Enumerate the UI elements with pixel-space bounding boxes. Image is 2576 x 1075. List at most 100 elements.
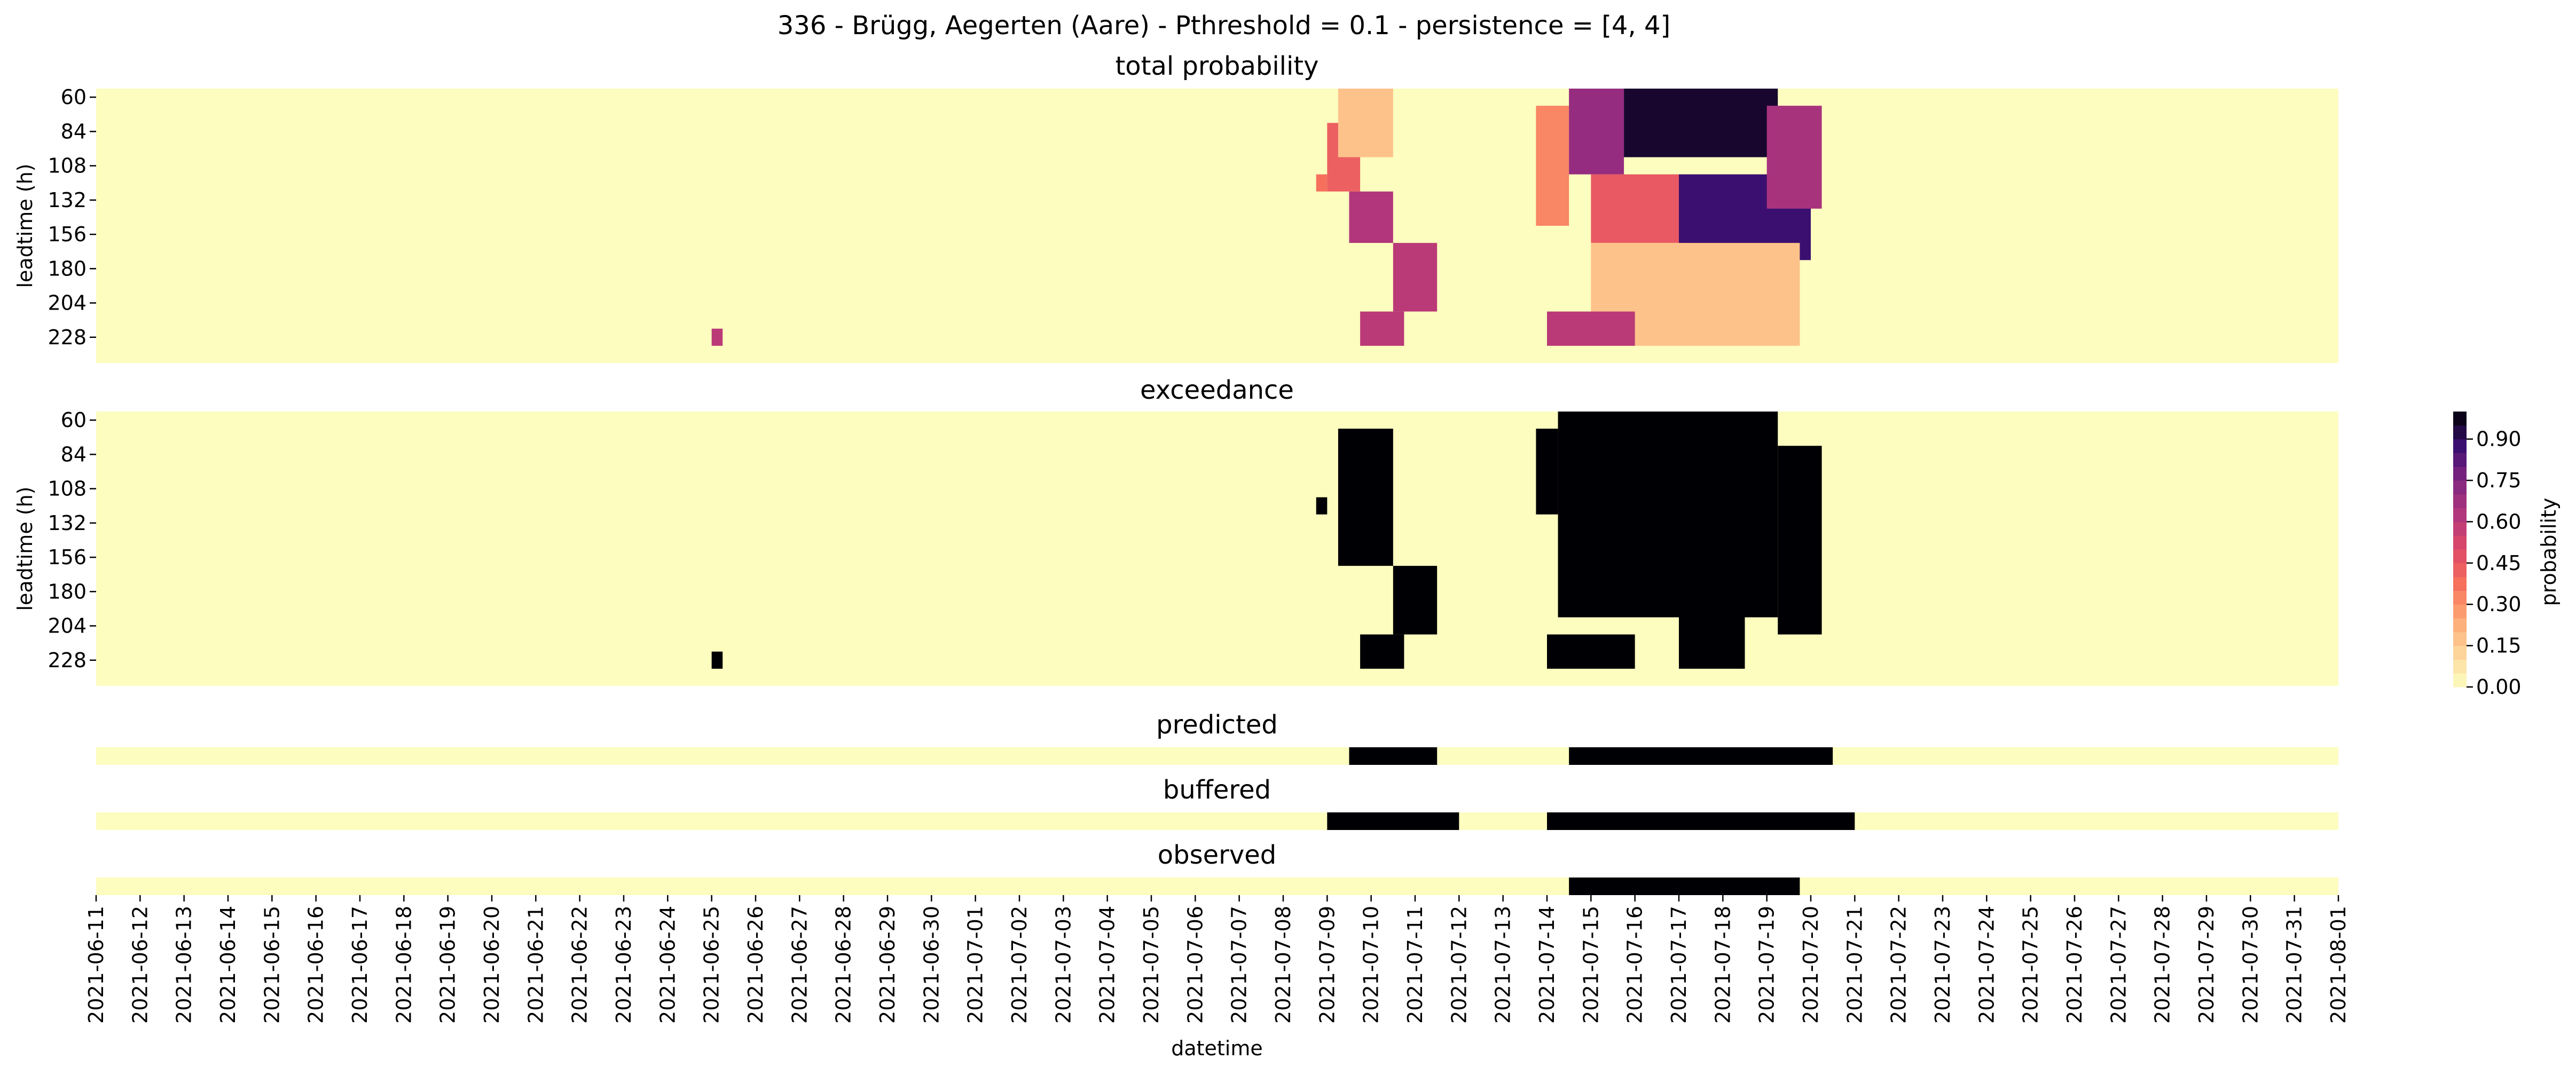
x-tick-label: 2021-07-15 — [1579, 906, 1603, 1024]
heatmap-cell-block — [1547, 311, 1635, 346]
x-tick-label: 2021-06-16 — [304, 906, 328, 1024]
y-tick-label: 204 — [48, 291, 87, 315]
event-bars-buffered — [1327, 812, 1855, 830]
x-tick-label: 2021-08-01 — [2327, 906, 2350, 1024]
colorbar-band — [2453, 673, 2467, 687]
x-tick-label: 2021-07-26 — [2063, 906, 2086, 1024]
x-tick-label: 2021-06-23 — [612, 906, 635, 1024]
x-tick-label: 2021-07-16 — [1623, 906, 1647, 1024]
x-tick-label: 2021-07-01 — [964, 906, 987, 1024]
x-tick-label: 2021-06-24 — [656, 906, 679, 1024]
heatmap-cell-block — [1316, 497, 1328, 515]
x-tick-label: 2021-07-28 — [2151, 906, 2174, 1024]
x-tick-label: 2021-06-25 — [700, 906, 724, 1024]
heatmap-cell-block — [1360, 311, 1404, 346]
colorbar-band — [2453, 549, 2467, 564]
colorbar-band — [2453, 563, 2467, 578]
x-tick-label: 2021-07-04 — [1096, 906, 1119, 1024]
heatmap-background — [96, 89, 2338, 363]
panel-total-probability: total probability 60 84 108 132 156 180 204 228… — [13, 51, 2338, 363]
colorbar-band — [2453, 645, 2467, 660]
x-tick-label: 2021-07-08 — [1271, 906, 1295, 1024]
x-axis-label: datetime — [1171, 1037, 1263, 1060]
y-tick-label: 204 — [48, 614, 87, 638]
heatmap-cell-block — [711, 651, 723, 669]
x-tick-label: 2021-07-12 — [1447, 906, 1471, 1024]
y-tick-label: 228 — [48, 649, 87, 672]
y-tick-label: 60 — [61, 85, 87, 109]
panel-buffered: buffered — [96, 775, 2338, 830]
colorbar-band — [2453, 508, 2467, 522]
x-tick-label: 2021-07-14 — [1535, 906, 1559, 1024]
figure-title: 336 - Brügg, Aegerten (Aare) - Pthreshol… — [777, 11, 1671, 41]
panel-title-buffered: buffered — [1163, 775, 1271, 805]
colorbar-band — [2453, 659, 2467, 674]
heatmap-cell-block — [1679, 617, 1745, 669]
x-tick-label: 2021-06-22 — [568, 906, 592, 1024]
x-tick-label: 2021-06-18 — [392, 906, 415, 1024]
x-tick-label: 2021-07-19 — [1755, 906, 1779, 1024]
y-tick-labels-exceedance: 60 84 108 132 156 180 204 228 — [48, 408, 96, 672]
colorbar-bands — [2453, 412, 2467, 687]
panel-observed: observed — [96, 840, 2338, 895]
x-tick-label: 2021-07-22 — [1887, 906, 1911, 1024]
x-tick-label: 2021-06-14 — [216, 906, 240, 1024]
heatmap-cell-block — [1338, 89, 1393, 157]
panel-predicted: predicted — [96, 710, 2338, 765]
panel-exceedance: exceedance 60 84 108 132 156 180 204 228 leadti… — [13, 375, 2338, 686]
y-tick-label: 156 — [48, 223, 87, 246]
y-tick-label: 132 — [48, 188, 87, 212]
x-tick-label: 2021-07-06 — [1183, 906, 1207, 1024]
x-tick-label: 2021-06-29 — [876, 906, 899, 1024]
x-tick-label: 2021-06-19 — [436, 906, 460, 1024]
event-bar — [1569, 878, 1800, 895]
x-tick-label: 2021-07-17 — [1667, 906, 1691, 1024]
heatmap-cells-exceedance — [711, 412, 1822, 669]
y-tick-label: 108 — [48, 477, 87, 501]
x-tick-label: 2021-06-27 — [788, 906, 811, 1024]
x-tick-label: 2021-07-11 — [1403, 906, 1427, 1024]
heatmap-cell-block — [1393, 243, 1438, 312]
colorbar-band — [2453, 412, 2467, 426]
event-bar — [1327, 812, 1459, 830]
heatmap-cell-block — [1360, 634, 1404, 669]
x-tick-label: 2021-07-27 — [2107, 906, 2130, 1024]
y-tick-label: 156 — [48, 546, 87, 569]
x-tick-label: 2021-07-29 — [2195, 906, 2218, 1024]
y-axis-label-total-probability: leadtime (h) — [13, 163, 37, 288]
heatmap-cell-block — [1536, 106, 1569, 226]
panel-title-exceedance: exceedance — [1140, 375, 1294, 405]
x-tick-label: 2021-07-23 — [1931, 906, 1954, 1024]
x-tick-label: 2021-07-31 — [2283, 906, 2306, 1024]
colorbar-band — [2453, 425, 2467, 440]
strip-background — [96, 878, 2338, 895]
colorbar-band — [2453, 467, 2467, 481]
colorbar-band — [2453, 590, 2467, 605]
colorbar-band — [2453, 453, 2467, 467]
colorbar: 0.00 0.15 0.30 0.45 0.60 0.75 0.90 probability — [2453, 412, 2561, 699]
x-tick-label: 2021-07-24 — [1975, 906, 1998, 1024]
x-tick-label: 2021-06-12 — [128, 906, 152, 1024]
y-tick-label: 180 — [48, 257, 87, 280]
colorbar-label: probability — [2537, 498, 2561, 606]
x-tick-label: 2021-07-20 — [1799, 906, 1823, 1024]
x-tick-label: 2021-07-03 — [1051, 906, 1075, 1024]
colorbar-tick-label: 0.00 — [2476, 675, 2522, 699]
colorbar-band — [2453, 631, 2467, 646]
strip-background — [96, 747, 2338, 765]
x-tick-label: 2021-07-10 — [1360, 906, 1383, 1024]
heatmap-cell-block — [1316, 174, 1328, 192]
x-tick-label: 2021-07-21 — [1843, 906, 1866, 1024]
colorbar-band — [2453, 439, 2467, 453]
strip-background — [96, 812, 2338, 830]
heatmap-cell-block — [1536, 429, 1558, 515]
event-bar — [1569, 747, 1833, 765]
heatmap-background — [96, 412, 2338, 686]
heatmap-cell-block — [1547, 634, 1635, 669]
heatmap-cell-block — [1349, 191, 1393, 243]
x-tick-label: 2021-07-30 — [2239, 906, 2262, 1024]
heatmap-cell-block — [711, 328, 723, 346]
heatmap-cell-block — [1558, 412, 1778, 618]
x-tick-label: 2021-06-28 — [832, 906, 855, 1024]
panel-title-predicted: predicted — [1156, 710, 1278, 740]
